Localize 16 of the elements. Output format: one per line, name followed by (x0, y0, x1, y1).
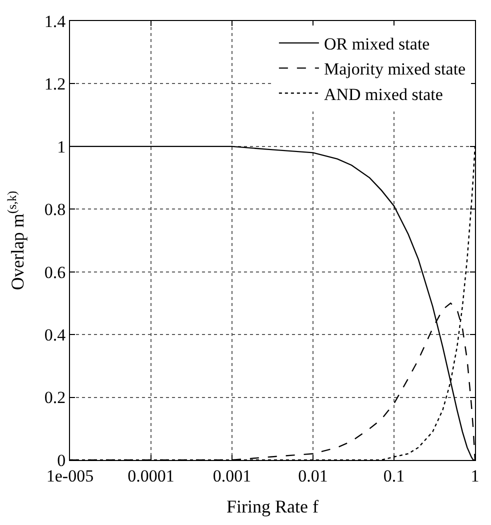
x-tick-label: 1 (470, 466, 480, 486)
y-tick-label: 1.2 (44, 74, 66, 94)
y-tick-label: 0.4 (44, 326, 66, 345)
x-tick-label: 0.0001 (128, 466, 174, 486)
legend-label: Majority mixed state (324, 60, 466, 79)
x-tick-label: 0.1 (383, 466, 405, 486)
y-tick-label: 0.2 (44, 388, 66, 408)
legend-label: AND mixed state (324, 84, 443, 104)
y-tick-label: 1 (57, 137, 66, 156)
y-tick-label: 1.4 (44, 12, 66, 31)
x-tick-label: 0.001 (212, 466, 252, 486)
x-axis-title: Firing Rate f (226, 496, 318, 516)
x-tick-label: 0.01 (298, 466, 328, 486)
y-tick-label: 0.6 (44, 262, 66, 282)
y-tick-label: 0.8 (44, 200, 66, 220)
legend-label: OR mixed state (324, 34, 430, 54)
